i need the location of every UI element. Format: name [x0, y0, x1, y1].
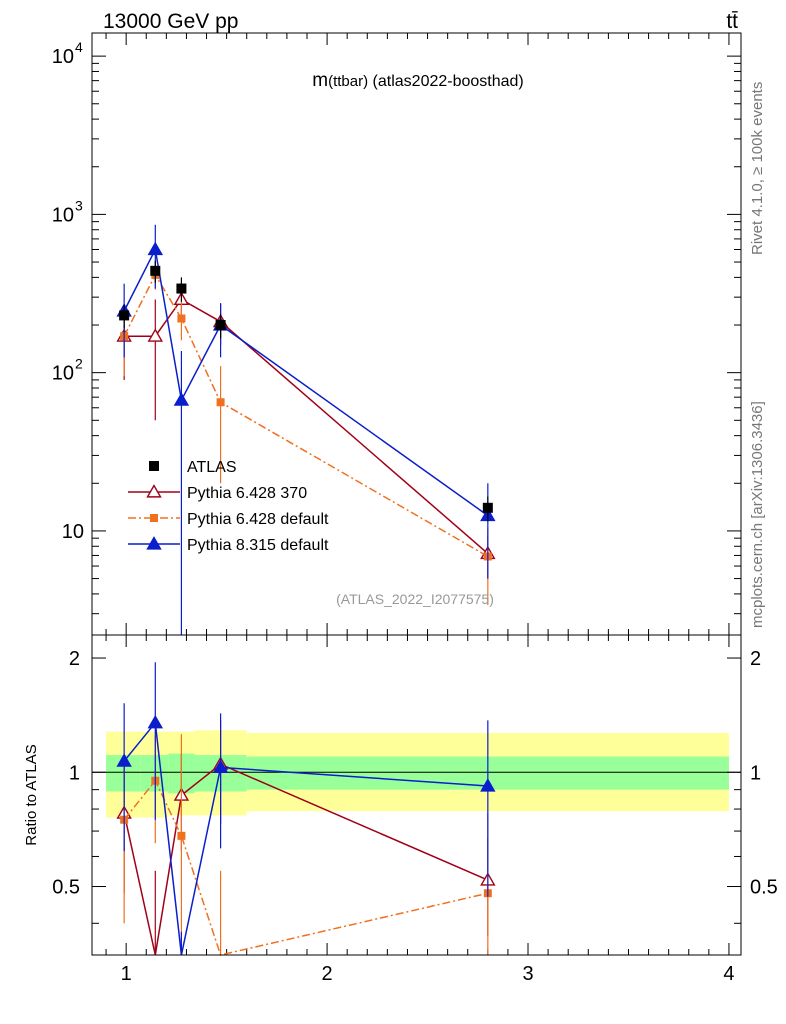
plot-title: m(ttbar) (atlas2022-boosthad) — [312, 70, 524, 91]
ratio-tick-label-left: 1 — [69, 762, 80, 784]
data-series — [119, 260, 493, 522]
series-0 — [116, 282, 496, 956]
mcplots-label: mcplots.cern.ch [arXiv:1306.3436] — [749, 401, 766, 628]
series-point — [216, 398, 225, 407]
ratio-uncertainty-bands — [92, 730, 741, 818]
data-point — [482, 502, 493, 513]
plot-title-main: m — [312, 70, 328, 91]
legend-label-0: Pythia 6.428 370 — [187, 485, 307, 502]
legend-marker-0 — [146, 484, 162, 498]
x-tick-label: 3 — [522, 963, 533, 985]
data-point — [150, 265, 161, 276]
legend-label-1: Pythia 6.428 default — [187, 511, 329, 528]
x-tick-label: 1 — [121, 963, 132, 985]
y-tick-label: 10 — [52, 204, 74, 226]
process-label: tt̄ — [726, 10, 738, 33]
y-tick-exponent: 4 — [75, 39, 83, 55]
series-line-ratio — [123, 779, 488, 956]
ratio-point — [116, 753, 132, 767]
data-point — [119, 310, 130, 321]
stat-uncertainty-band — [140, 755, 169, 792]
series-point — [147, 328, 163, 342]
series-point — [177, 314, 186, 323]
series-point — [147, 241, 163, 256]
ratio-tick-label-right: 1 — [750, 762, 761, 784]
ratio-tick-label-left: 0.5 — [52, 877, 80, 899]
legend-label-data: ATLAS — [187, 459, 237, 476]
y-tick-label: 10 — [52, 46, 74, 68]
ratio-y-axis-label: Ratio to ATLAS — [23, 744, 40, 845]
ratio-tick-label-right: 0.5 — [750, 877, 778, 899]
legend-marker-1 — [150, 514, 158, 522]
analysis-watermark: (ATLAS_2022_I2077575) — [336, 591, 494, 607]
series-2 — [116, 224, 496, 956]
y-tick-label: 10 — [62, 521, 84, 543]
legend-label-2: Pythia 8.315 default — [187, 537, 329, 554]
x-tick-label: 4 — [723, 963, 734, 985]
plot-title-rest: (atlas2022-boosthad) — [368, 73, 524, 90]
energy-label: 13000 GeV pp — [103, 10, 238, 33]
legend-marker-2 — [146, 536, 162, 550]
ratio-panel-frame — [91, 634, 742, 956]
x-tick-label: 2 — [322, 963, 333, 985]
series-layer — [116, 224, 496, 956]
ratio-point — [212, 759, 229, 773]
series-point — [173, 392, 190, 406]
data-point — [215, 320, 226, 331]
ratio-point — [177, 831, 186, 840]
ratio-point — [480, 778, 496, 792]
data-point — [176, 283, 187, 294]
legend-marker-data — [149, 461, 159, 471]
plot-frames — [91, 32, 742, 956]
legend: ATLAS Pythia 6.428 370 Pythia 6.428 defaul… — [128, 459, 329, 554]
y-tick-label: 10 — [52, 363, 74, 385]
ratio-tick-label-left: 2 — [69, 648, 80, 670]
ratio-point — [147, 714, 163, 729]
y-tick-exponent: 2 — [75, 356, 83, 372]
rivet-label: Rivet 4.1.0, ≥ 100k events — [749, 82, 766, 255]
ratio-tick-label-right: 2 — [750, 648, 761, 670]
plot-title-paren: (ttbar) — [328, 73, 368, 90]
y-tick-exponent: 3 — [75, 197, 83, 213]
